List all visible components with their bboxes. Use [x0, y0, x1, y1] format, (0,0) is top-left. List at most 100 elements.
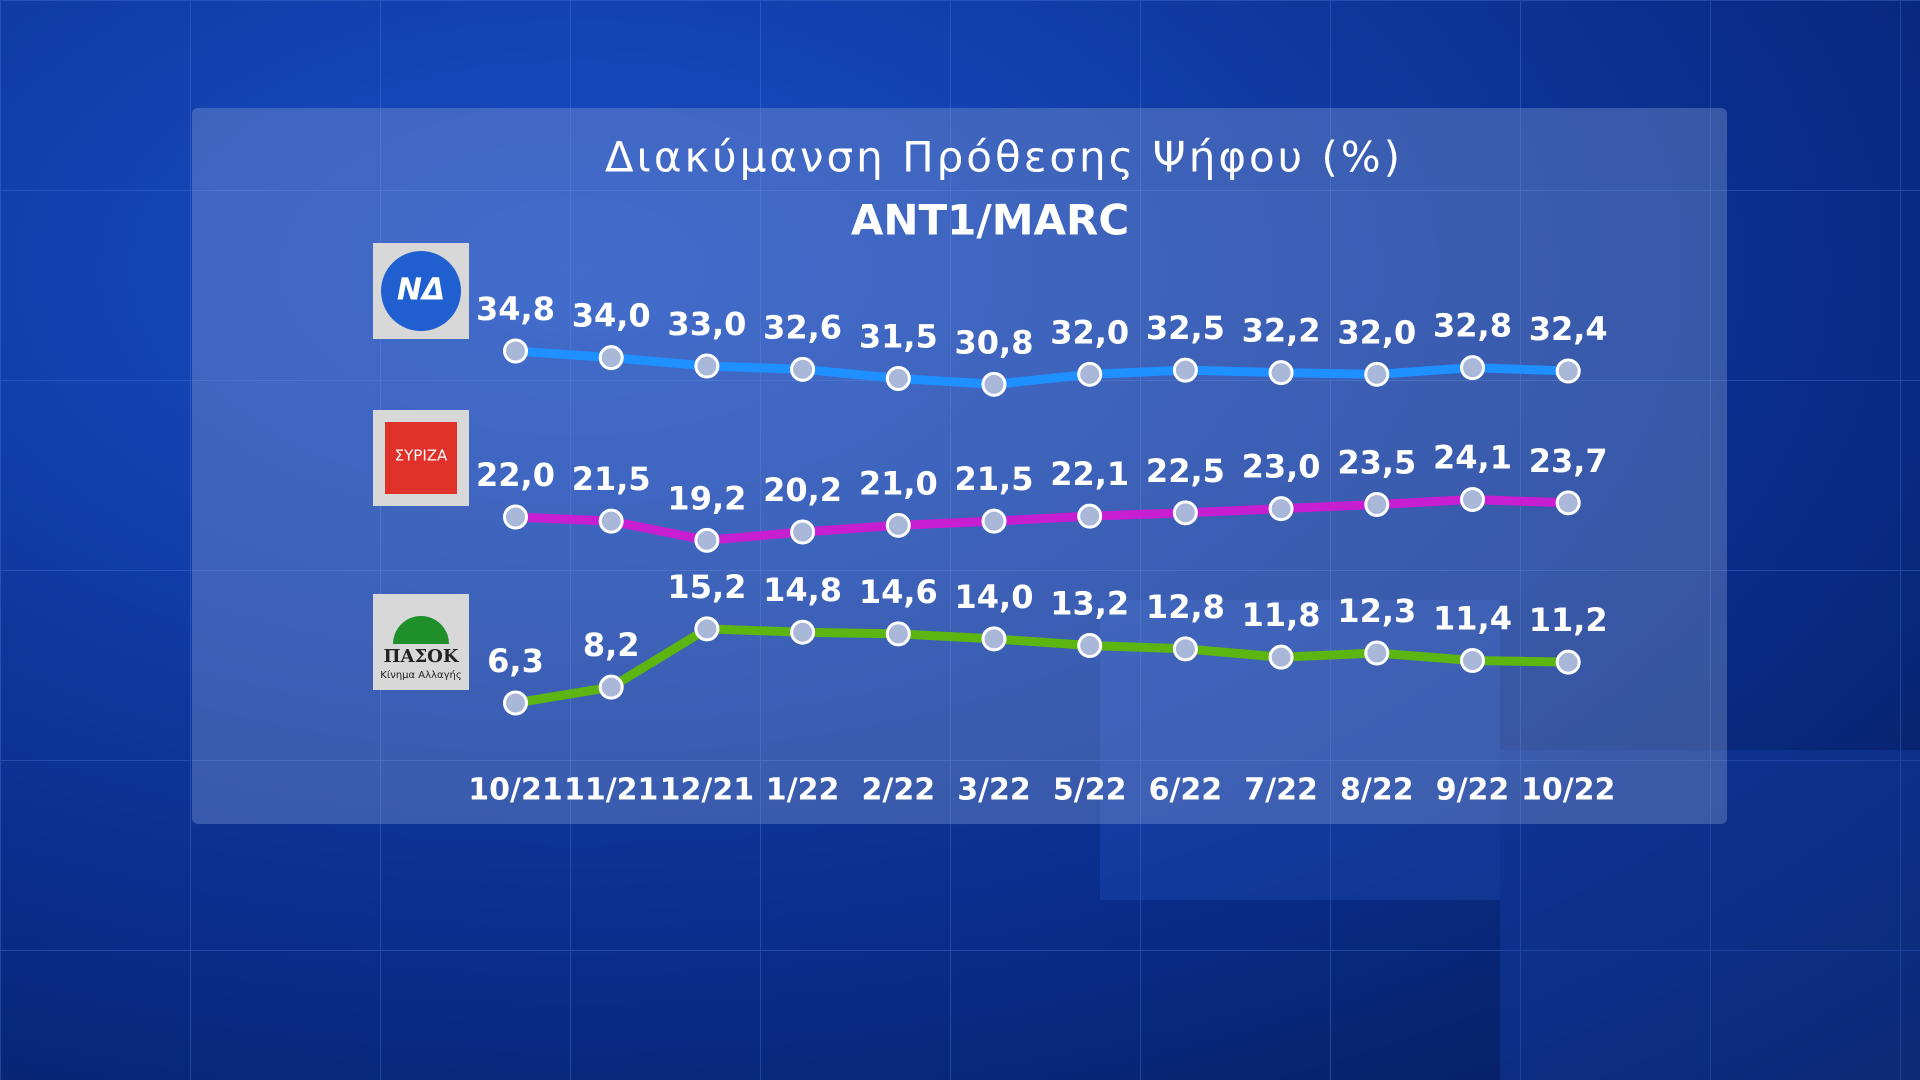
data-point: [1364, 492, 1390, 518]
background-block: [1500, 750, 1920, 1080]
data-point: [981, 508, 1007, 534]
data-label: 32,2: [1242, 312, 1321, 350]
data-point: [1555, 649, 1581, 675]
panel: [192, 108, 1727, 824]
chart-subtitle: ANT1/MARC: [851, 196, 1129, 245]
data-point: [1555, 358, 1581, 384]
data-label: 13,2: [1050, 585, 1129, 623]
data-point: [981, 371, 1007, 397]
data-label: 14,8: [763, 571, 842, 609]
x-tick-label: 9/22: [1436, 773, 1510, 808]
data-label: 23,7: [1529, 442, 1608, 480]
data-point: [1172, 636, 1198, 662]
data-point: [790, 356, 816, 382]
x-tick-label: 6/22: [1149, 773, 1223, 808]
logo-subtitle: Κίνημα Αλλαγής: [380, 669, 461, 681]
logo-square: [385, 422, 457, 494]
logo-name: ΣΥΡΙΖΑ: [395, 447, 448, 465]
data-point: [694, 527, 720, 553]
party-logo: ΣΥΡΙΖΑ: [373, 410, 469, 506]
data-point: [1077, 633, 1103, 659]
x-tick-label: 8/22: [1340, 773, 1414, 808]
data-label: 23,5: [1337, 444, 1416, 482]
data-point: [885, 512, 911, 538]
party-logo: ΠΑΣΟΚ Κίνημα Αλλαγής: [373, 594, 469, 690]
x-tick-label: 5/22: [1053, 773, 1127, 808]
x-tick-label: 7/22: [1244, 773, 1318, 808]
x-tick-label: 10/22: [1521, 773, 1615, 808]
data-point: [503, 690, 528, 716]
data-label: 33,0: [667, 305, 746, 343]
data-label: 21,5: [955, 460, 1034, 498]
data-label: 12,8: [1146, 588, 1225, 626]
data-label: 32,0: [1337, 313, 1416, 351]
data-point: [694, 353, 720, 379]
data-point: [1460, 355, 1485, 381]
data-label: 22,1: [1050, 455, 1129, 493]
x-tick-label: 2/22: [862, 773, 936, 808]
data-point: [790, 519, 816, 545]
data-point: [790, 619, 816, 645]
data-label: 8,2: [583, 626, 640, 664]
series-line: [514, 624, 1569, 708]
data-label: 24,1: [1433, 439, 1512, 477]
data-point: [1077, 503, 1103, 529]
x-tick-label: 12/21: [660, 773, 754, 808]
logo-sun: [393, 616, 449, 644]
data-point: [1172, 357, 1198, 383]
data-point: [1268, 496, 1294, 522]
data-label: 34,8: [476, 290, 555, 328]
data-label: 22,5: [1146, 452, 1225, 490]
series-line: [515, 346, 1569, 389]
data-point: [694, 616, 720, 642]
data-point: [1460, 487, 1485, 513]
data-point: [1460, 648, 1485, 674]
data-label: 12,3: [1337, 592, 1416, 630]
party-logo: ΝΔ: [373, 243, 469, 339]
data-point: [598, 674, 624, 700]
data-point: [1364, 640, 1390, 666]
data-point: [1172, 500, 1198, 526]
data-label: 32,6: [763, 308, 842, 346]
data-label: 21,5: [572, 460, 651, 498]
data-label: 32,0: [1050, 313, 1129, 351]
data-point: [598, 508, 624, 534]
data-label: 30,8: [955, 323, 1034, 361]
data-label: 23,0: [1242, 448, 1321, 486]
data-label: 14,0: [955, 578, 1034, 616]
x-tick-label: 11/21: [564, 773, 658, 808]
data-label: 32,4: [1529, 310, 1608, 348]
data-point: [503, 338, 528, 364]
data-label: 21,0: [859, 464, 938, 502]
data-label: 22,0: [476, 456, 555, 494]
data-label: 6,3: [487, 642, 544, 680]
data-point: [885, 365, 911, 391]
data-label: 20,2: [763, 471, 842, 509]
data-point: [598, 345, 624, 371]
data-label: 11,8: [1242, 596, 1321, 634]
logo-circle: [381, 251, 461, 331]
x-tick-label: 1/22: [766, 773, 840, 808]
data-point: [1268, 644, 1294, 670]
data-label: 14,6: [859, 573, 938, 611]
data-label: 31,5: [859, 317, 938, 355]
data-point: [1077, 361, 1103, 387]
data-label: 32,8: [1433, 307, 1512, 345]
data-label: 11,2: [1529, 601, 1608, 639]
logo-name: ΝΔ: [397, 273, 445, 308]
chart-title: Διακύμανση Πρόθεσης Ψήφου (%): [605, 133, 1403, 182]
data-label: 11,4: [1433, 600, 1512, 638]
x-tick-label: 3/22: [957, 773, 1031, 808]
logo-name: ΠΑΣΟΚ: [383, 646, 459, 667]
series-line: [515, 495, 1569, 545]
data-label: 32,5: [1146, 309, 1225, 347]
data-point: [1555, 490, 1581, 516]
data-point: [885, 621, 911, 647]
data-label: 15,2: [667, 568, 746, 606]
data-point: [981, 626, 1007, 652]
data-point: [1364, 361, 1390, 387]
x-tick-label: 10/21: [468, 773, 562, 808]
data-label: 19,2: [667, 479, 746, 517]
